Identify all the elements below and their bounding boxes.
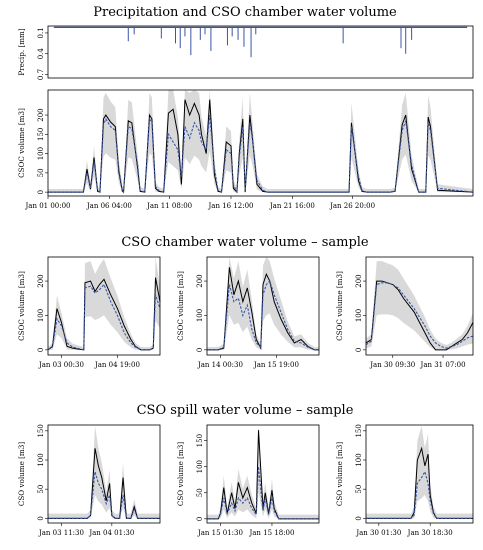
overview-xtick-label-1: Jan 06 04:00 bbox=[86, 202, 132, 210]
spill_1-ytick-label-2: 100 bbox=[37, 453, 45, 466]
overview-xtick-label-4: Jan 21 16:00 bbox=[269, 202, 315, 210]
chamber_1-ytick-label-0: 0 bbox=[37, 348, 45, 352]
spill_3-frame bbox=[365, 424, 474, 524]
spill_3-xtick-label-0: Jan 30 01:30 bbox=[355, 529, 401, 537]
spill_3-xtick-label-1: Jan 30 18:30 bbox=[407, 529, 453, 537]
overview-panel: 0 50 100 150 200 CSOC volume [m3] Jan 01 00:00… bbox=[17, 89, 474, 210]
chamber_3-predicted-line bbox=[365, 282, 474, 349]
overview-xtick-label-0: Jan 01 00:00 bbox=[24, 202, 70, 210]
spill_2-ytick-label-0: 0 bbox=[196, 517, 204, 521]
title-precip: Precipitation and CSO chamber water volu… bbox=[93, 5, 397, 20]
overview-ytick-label-2: 100 bbox=[37, 147, 45, 160]
spill_1-ytick-label-3: 150 bbox=[37, 424, 45, 437]
overview-ylabel: CSOC volume [m3] bbox=[17, 108, 26, 178]
chamber_1-ylabel: CSOC volume [m3] bbox=[17, 271, 26, 341]
spill_1-ylabel: CSO volume [m3] bbox=[17, 442, 26, 506]
chamber_1-xtick-label-0: Jan 03 00:30 bbox=[38, 361, 84, 369]
chamber_3-xtick-label-1: Jan 31 07:00 bbox=[420, 361, 466, 369]
spill_1-uncertainty-band bbox=[48, 426, 160, 519]
spill_2-ylabel: CSO volume [m3] bbox=[176, 442, 185, 506]
spill_2-ytick-label-2: 100 bbox=[196, 460, 204, 473]
chamber_1-panel: 0 100 200 CSOC volume [m3] Jan 03 00:30 Jan 0… bbox=[17, 256, 161, 369]
spill_3-panel: 0 50 100 150 CSO volume [m3] Jan 30 01:30 Jan … bbox=[335, 424, 474, 537]
overview-uncertainty-band bbox=[48, 90, 473, 193]
precip-ytick-label-0: 0.1 bbox=[37, 27, 45, 38]
spill_2-xtick-label-0: Jan 15 01:30 bbox=[197, 529, 243, 537]
chamber_2-frame bbox=[206, 256, 320, 356]
chamber_3-panel: 0 100 200 CSOC volume [m3] Jan 30 09:30 Jan 3… bbox=[335, 256, 474, 369]
chamber_1-frame bbox=[47, 256, 161, 356]
spill_3-ytick-label-1: 50 bbox=[355, 485, 363, 494]
spill_1-xtick-label-1: Jan 04 01:30 bbox=[88, 529, 134, 537]
spill_3-ytick-label-2: 100 bbox=[355, 453, 363, 466]
spill_1-predicted-line bbox=[48, 471, 160, 519]
spill_2-ytick-label-3: 150 bbox=[196, 434, 204, 447]
chamber_2-ytick-label-0: 0 bbox=[196, 348, 204, 352]
chamber_2-ytick-label-2: 200 bbox=[196, 274, 204, 287]
spill_3-predicted-line bbox=[366, 470, 473, 519]
spill_1-ytick-label-0: 0 bbox=[37, 516, 45, 520]
chamber_2-xtick-label-0: Jan 14 00:30 bbox=[197, 361, 243, 369]
precip-ytick-label-2: 0.7 bbox=[37, 69, 45, 80]
spill_3-ytick-label-0: 0 bbox=[355, 516, 363, 520]
chamber_1-uncertainty-band bbox=[48, 257, 160, 350]
overview-xtick-label-5: Jan 26 20:00 bbox=[329, 202, 375, 210]
chamber_1-ytick-label-2: 200 bbox=[37, 274, 45, 287]
overview-xtick-label-3: Jan 16 12:00 bbox=[207, 202, 253, 210]
chamber_3-ytick-label-0: 0 bbox=[355, 348, 363, 352]
spill_2-xtick-label-1: Jan 15 18:00 bbox=[248, 529, 294, 537]
overview-predicted-line bbox=[48, 114, 474, 194]
chamber_2-panel: 0 100 200 CSOC volume [m3] Jan 14 00:30 Jan 1… bbox=[176, 256, 320, 369]
chamber_1-ytick-label-1: 100 bbox=[37, 309, 45, 322]
spill_2-frame bbox=[206, 424, 320, 524]
title-spill-sample: CSO spill water volume – sample bbox=[137, 403, 354, 418]
chamber_3-xtick-label-0: Jan 30 09:30 bbox=[369, 361, 415, 369]
title-chamber-sample: CSO chamber water volume – sample bbox=[121, 235, 369, 250]
spill_3-ylabel: CSO volume [m3] bbox=[335, 442, 344, 506]
precip-ytick-label-1: 0.4 bbox=[37, 48, 45, 60]
spill_3-uncertainty-band bbox=[366, 426, 473, 519]
overview-ytick-label-4: 200 bbox=[37, 108, 45, 121]
chamber_3-ytick-label-1: 100 bbox=[355, 309, 363, 322]
spill_2-ytick-label-1: 50 bbox=[196, 488, 204, 497]
overview-frame bbox=[47, 89, 474, 197]
overview-ytick-label-0: 0 bbox=[37, 190, 45, 194]
precip-ylabel: Precip. [mm] bbox=[17, 28, 26, 75]
spill_1-frame bbox=[47, 424, 161, 524]
chamber_2-xtick-label-1: Jan 15 19:00 bbox=[253, 361, 299, 369]
chamber_1-predicted-line bbox=[47, 283, 161, 351]
chamber_3-observed-line bbox=[365, 280, 474, 351]
precip-frame bbox=[47, 25, 474, 79]
chamber_1-xtick-label-1: Jan 04 19:00 bbox=[94, 361, 140, 369]
chamber_2-predicted-line bbox=[207, 280, 319, 351]
chamber_3-uncertainty-band bbox=[366, 261, 473, 350]
overview-ytick-label-3: 150 bbox=[37, 128, 45, 141]
spill_1-ytick-label-1: 50 bbox=[37, 485, 45, 494]
overview-ytick-label-1: 50 bbox=[37, 168, 45, 177]
chamber_2-ytick-label-1: 100 bbox=[196, 309, 204, 322]
precip-panel: 0.1 0.4 0.7 Precip. [mm] bbox=[17, 25, 474, 80]
chamber_2-ylabel: CSOC volume [m3] bbox=[176, 271, 185, 341]
overview-xtick-label-2: Jan 11 08:00 bbox=[146, 202, 192, 210]
spill_3-ytick-label-3: 150 bbox=[355, 424, 363, 437]
chamber_3-ylabel: CSOC volume [m3] bbox=[335, 271, 344, 341]
chamber_3-ytick-label-2: 200 bbox=[355, 274, 363, 287]
chamber_3-frame bbox=[365, 256, 474, 356]
spill_2-panel: 0 50 100 150 CSO volume [m3] Jan 15 01:30 Jan … bbox=[176, 424, 320, 537]
spill_1-panel: 0 50 100 150 CSO volume [m3] Jan 03 11:30 Jan … bbox=[17, 424, 161, 537]
spill_1-xtick-label-0: Jan 03 11:30 bbox=[38, 529, 84, 537]
